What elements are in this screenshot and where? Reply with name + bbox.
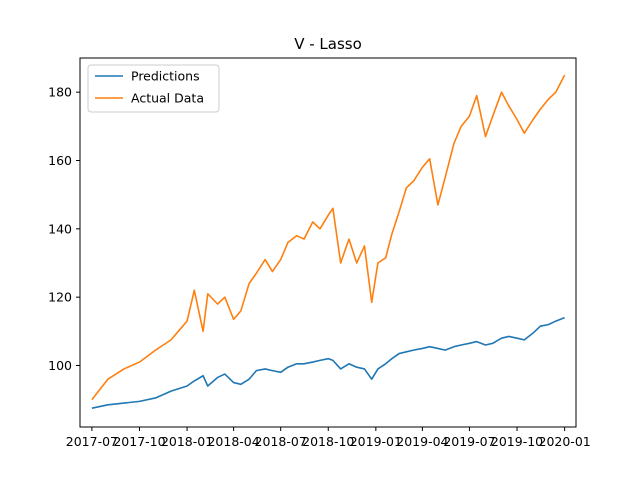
series-line-predictions: [91, 316, 565, 409]
x-tick-label: 2019-07: [443, 434, 495, 449]
x-tick-label: 2019-04: [396, 434, 448, 449]
x-axis-ticks: 2017-072017-102018-012018-042018-072018-…: [66, 427, 591, 449]
legend-label-predictions: Predictions: [131, 69, 200, 84]
legend: Predictions Actual Data: [87, 64, 220, 113]
x-tick-label: 2020-01: [539, 434, 591, 449]
y-tick-label: 100: [48, 358, 72, 373]
series-layer: [91, 74, 566, 409]
x-tick-label: 2017-07: [66, 434, 118, 449]
x-tick-label: 2018-01: [161, 434, 213, 449]
y-axis-ticks: 100 120 140 160 180: [48, 85, 80, 373]
x-tick-label: 2018-04: [207, 434, 259, 449]
plot-area-frame: [79, 57, 577, 428]
y-tick-label: 140: [48, 221, 72, 236]
y-tick-label: 160: [48, 153, 72, 168]
x-tick-label: 2019-10: [491, 434, 543, 449]
y-tick-label: 120: [48, 290, 72, 305]
legend-label-actual-data: Actual Data: [131, 91, 204, 106]
x-tick-label: 2018-07: [255, 434, 307, 449]
y-tick-label: 180: [48, 85, 72, 100]
chart-title: V - Lasso: [294, 35, 362, 53]
x-tick-label: 2019-01: [350, 434, 402, 449]
x-tick-label: 2018-10: [302, 434, 354, 449]
series-line-actual-data: [91, 74, 566, 401]
x-tick-label: 2017-10: [113, 434, 165, 449]
